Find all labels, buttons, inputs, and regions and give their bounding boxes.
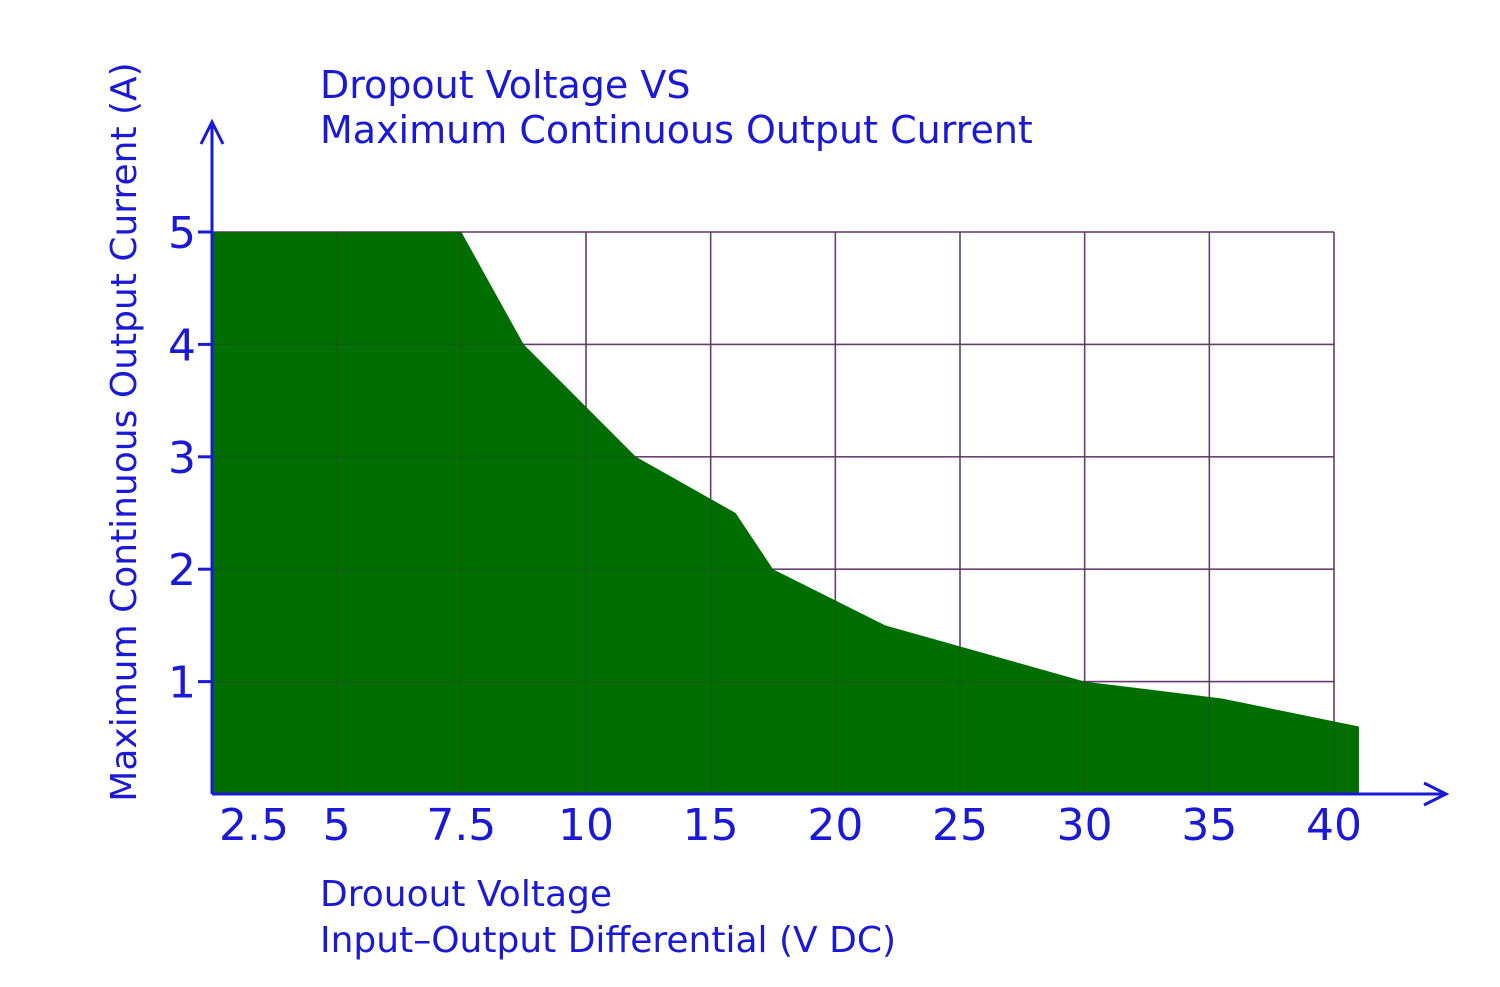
x-tick-label: 25 [932,800,988,851]
area-fill [212,232,1359,794]
y-tick-label: 1 [168,658,196,709]
x-axis-title-line-1: Drouout Voltage [320,874,612,915]
chart-title-line-1: Dropout Voltage VS [320,63,690,107]
y-tick-label: 2 [168,545,196,596]
x-tick-label: 20 [807,800,863,851]
x-tick-label: 10 [558,800,614,851]
chart-title-line-2: Maximum Continuous Output Current [320,108,1033,152]
y-tick-label: 3 [168,433,196,484]
y-axis-title: Maximum Continuous Output Current (A) [104,62,145,801]
grid-overlay [212,231,1335,794]
y-tick-labels: 1 2 3 4 5 [168,208,212,709]
x-tick-label: 5 [323,800,351,851]
x-tick-label: 15 [683,800,739,851]
x-axis-arrow [1423,781,1450,807]
y-tick-label: 5 [168,208,196,259]
y-tick-label: 4 [168,320,196,371]
x-tick-label: 2.5 [219,800,289,851]
x-axis-title-line-2: Input–Output Differential (V DC) [320,920,896,961]
y-axis-arrow [199,118,225,145]
x-tick-label: 35 [1181,800,1237,851]
x-tick-label: 40 [1306,800,1362,851]
x-tick-label: 7.5 [426,800,496,851]
x-tick-labels: 2.5 5 7.5 10 15 20 25 30 35 40 [219,800,1362,851]
x-tick-label: 30 [1057,800,1113,851]
